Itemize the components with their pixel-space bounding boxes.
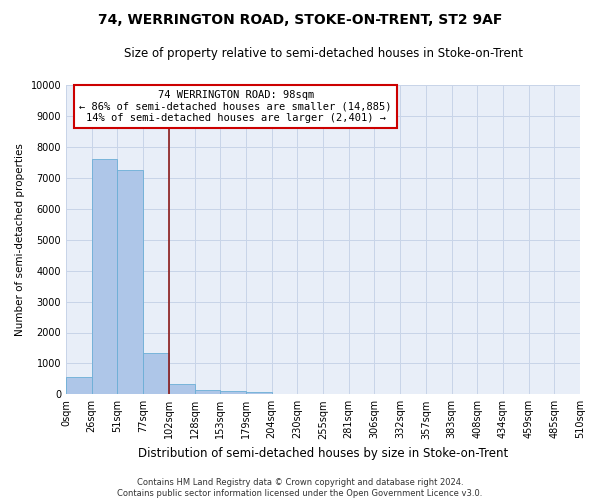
Bar: [169, 384, 194, 394]
Bar: [118, 170, 143, 394]
Y-axis label: Number of semi-detached properties: Number of semi-detached properties: [15, 144, 25, 336]
Text: 74, WERRINGTON ROAD, STOKE-ON-TRENT, ST2 9AF: 74, WERRINGTON ROAD, STOKE-ON-TRENT, ST2…: [98, 12, 502, 26]
Bar: [220, 391, 246, 394]
Bar: [194, 390, 220, 394]
Title: Size of property relative to semi-detached houses in Stoke-on-Trent: Size of property relative to semi-detach…: [124, 48, 523, 60]
Bar: [66, 378, 92, 394]
Text: Contains HM Land Registry data © Crown copyright and database right 2024.
Contai: Contains HM Land Registry data © Crown c…: [118, 478, 482, 498]
Bar: [246, 392, 272, 394]
Text: 74 WERRINGTON ROAD: 98sqm
← 86% of semi-detached houses are smaller (14,885)
14%: 74 WERRINGTON ROAD: 98sqm ← 86% of semi-…: [79, 90, 392, 123]
Bar: [143, 352, 169, 395]
Bar: [92, 160, 118, 394]
X-axis label: Distribution of semi-detached houses by size in Stoke-on-Trent: Distribution of semi-detached houses by …: [138, 447, 508, 460]
